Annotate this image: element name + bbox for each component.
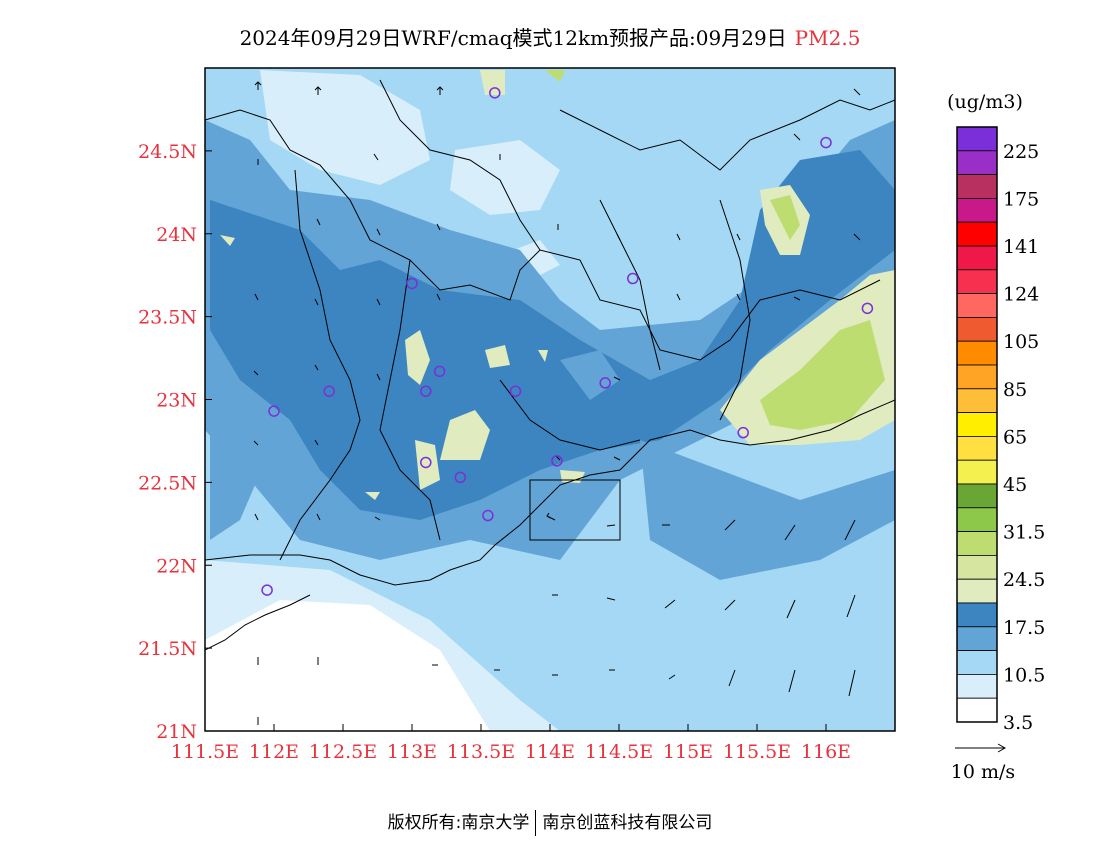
wind-scale-label: 10 m/s xyxy=(951,761,1015,783)
station-marker xyxy=(420,385,432,397)
footer-left: 版权所有:南京大学 xyxy=(387,813,530,833)
latitude-axis: 24.5N 24N 23.5N 23N 22.5N 22N 21.5N 21N xyxy=(138,141,212,743)
footer-separator xyxy=(535,810,537,836)
lon-tick-label: 112E xyxy=(249,741,299,763)
colorbar-frame xyxy=(956,126,998,723)
colorbar-swatch xyxy=(956,412,998,437)
station-marker xyxy=(268,405,280,417)
lat-tick-label: 23N xyxy=(156,390,197,412)
map-title: 2024年09月29日WRF/cmaq模式12km预报产品:09月29日 PM2.… xyxy=(0,22,1100,51)
colorbar-swatch xyxy=(956,602,998,628)
lat-tick-label: 21.5N xyxy=(138,638,197,660)
colorbar-swatch xyxy=(956,245,998,271)
lon-tick-label: 113E xyxy=(387,741,437,763)
colorbar-label: 17.5 xyxy=(1003,617,1045,639)
station-marker xyxy=(599,377,611,389)
station-marker xyxy=(489,87,501,99)
colorbar-unit: (ug/m3) xyxy=(947,91,1023,113)
wind-scale: 10 m/s xyxy=(951,743,1015,783)
colorbar-swatch xyxy=(956,197,998,223)
colorbar-label: 65 xyxy=(1003,426,1027,448)
colorbar-label: 124 xyxy=(1003,284,1039,306)
colorbar-swatch xyxy=(956,340,998,366)
colorbar-label: 31.5 xyxy=(1003,522,1045,544)
longitude-axis: 111.5E 112E 112.5E 113E 113.5E 114E 114.5E 115E… xyxy=(171,724,851,763)
lon-tick-label: 112.5E xyxy=(309,741,377,763)
concentration-field xyxy=(205,68,895,731)
boundary-lines xyxy=(205,79,895,651)
lon-tick-label: 115.5E xyxy=(723,741,791,763)
colorbar-swatch xyxy=(956,507,998,532)
station-marker xyxy=(551,455,563,467)
colorbar-label: 85 xyxy=(1003,379,1027,401)
colorbar-swatch xyxy=(956,150,998,176)
colorbar-swatch xyxy=(956,459,998,485)
colorbar-label: 45 xyxy=(1003,474,1027,496)
colorbar-label: 105 xyxy=(1003,331,1039,353)
colorbar-swatch xyxy=(956,697,998,723)
lat-tick-label: 24.5N xyxy=(138,141,197,163)
colorbar-swatch xyxy=(956,293,998,318)
lat-tick-label: 23.5N xyxy=(138,307,197,329)
colorbar-label: 141 xyxy=(1003,236,1039,258)
lon-tick-label: 116E xyxy=(801,741,851,763)
lon-tick-label: 111.5E xyxy=(171,741,239,763)
lat-tick-label: 22N xyxy=(156,555,197,577)
lon-tick-label: 114E xyxy=(525,741,575,763)
station-marker xyxy=(420,456,432,469)
station-marker xyxy=(261,584,273,596)
title-pollutant: PM2.5 xyxy=(794,26,861,50)
wind-vectors xyxy=(253,81,861,725)
colorbar-swatch xyxy=(956,174,998,199)
lon-tick-label: 115E xyxy=(663,741,713,763)
colorbar-label: 3.5 xyxy=(1003,712,1033,734)
station-marker xyxy=(454,471,467,484)
colorbar-swatch xyxy=(956,388,998,413)
colorbar-label: 175 xyxy=(1003,188,1039,210)
station-marker xyxy=(323,385,335,397)
station-marker xyxy=(861,302,874,315)
colorbar-swatch xyxy=(956,674,998,699)
station-marker xyxy=(482,509,494,522)
colorbar-swatch xyxy=(956,435,998,461)
station-marker xyxy=(433,365,446,378)
colorbar-swatch xyxy=(956,650,998,675)
station-marker xyxy=(820,136,832,149)
colorbar-swatch xyxy=(956,555,998,580)
colorbar-swatch xyxy=(956,364,998,390)
colorbar-label: 225 xyxy=(1003,141,1039,163)
lon-tick-label: 113.5E xyxy=(447,741,515,763)
lat-tick-label: 24N xyxy=(156,224,197,246)
colorbar-swatch xyxy=(956,269,998,294)
station-marker xyxy=(737,426,749,439)
title-main: 2024年09月29日WRF/cmaq模式12km预报产品:09月29日 xyxy=(239,26,787,50)
colorbar-swatch xyxy=(956,483,998,509)
colorbar-swatch xyxy=(956,221,998,247)
colorbar-label: 24.5 xyxy=(1003,569,1045,591)
lat-tick-label: 22.5N xyxy=(138,472,197,494)
station-marker xyxy=(406,277,418,290)
station-marker xyxy=(509,385,522,397)
copyright-footer: 版权所有:南京大学 南京创蓝科技有限公司 xyxy=(0,808,1100,836)
colorbar-swatch xyxy=(956,531,998,556)
colorbar-label: 10.5 xyxy=(1003,664,1045,686)
colorbar-swatch xyxy=(956,626,998,651)
station-markers xyxy=(261,87,874,596)
colorbar-swatch xyxy=(956,316,998,342)
station-marker xyxy=(627,272,639,285)
lat-tick-label: 21N xyxy=(156,721,197,743)
colorbar: 225 175 141 124 105 85 65 45 31.5 24.5 17.5 10.5 3.5 xyxy=(956,126,1045,734)
colorbar-swatch xyxy=(956,578,998,604)
colorbar-swatch xyxy=(956,126,998,152)
lon-tick-label: 114.5E xyxy=(585,741,653,763)
footer-right: 南京创蓝科技有限公司 xyxy=(542,813,713,833)
